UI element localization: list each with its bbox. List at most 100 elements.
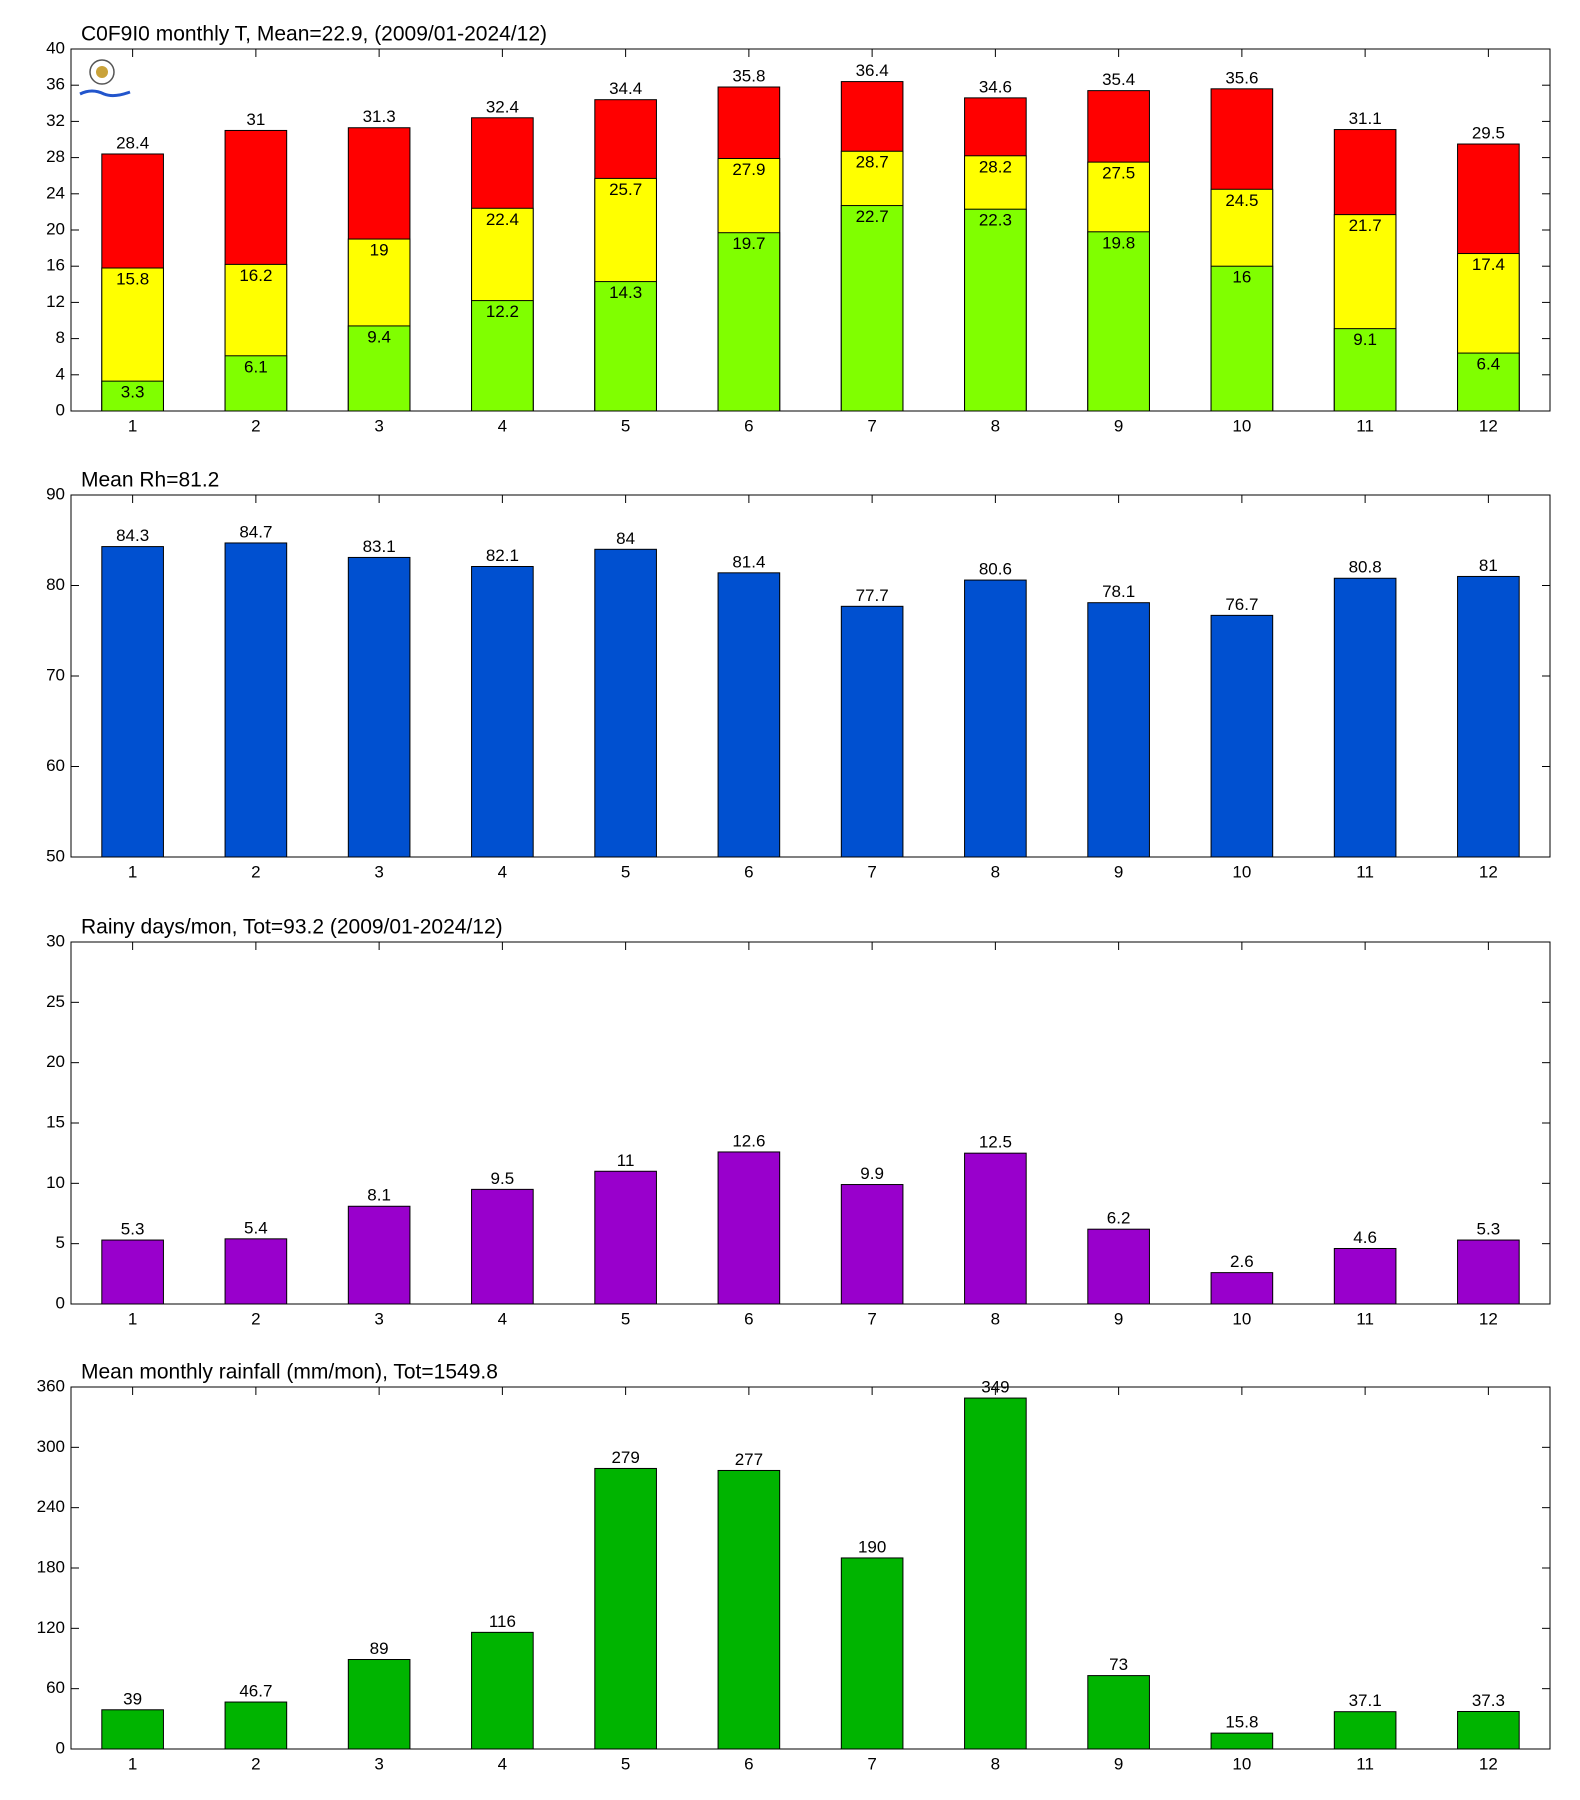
x-tick-label: 7 <box>867 416 876 435</box>
value-label: 24.5 <box>1225 191 1258 210</box>
y-tick-label: 240 <box>37 1497 65 1516</box>
x-tick-label: 3 <box>374 1309 383 1328</box>
y-tick-label: 25 <box>46 992 65 1011</box>
value-label: 73 <box>1109 1655 1128 1674</box>
bar <box>101 1709 164 1750</box>
x-tick-label: 11 <box>1356 416 1374 435</box>
x-tick-label: 3 <box>374 1754 383 1773</box>
bar <box>594 1170 657 1305</box>
bar <box>594 548 657 858</box>
bar <box>1210 265 1274 412</box>
x-tick-label: 11 <box>1356 862 1374 881</box>
value-label: 34.4 <box>609 79 642 98</box>
value-label: 21.7 <box>1349 216 1382 235</box>
bar <box>224 1701 288 1750</box>
value-label: 12.6 <box>732 1131 765 1150</box>
value-label: 39 <box>123 1689 142 1708</box>
value-label: 77.7 <box>856 586 889 605</box>
value-label: 4.6 <box>1353 1228 1377 1247</box>
bar <box>347 1659 411 1750</box>
bar <box>471 1631 534 1750</box>
y-tick-label: 16 <box>46 256 65 275</box>
y-tick-label: 50 <box>46 846 65 865</box>
bar <box>594 1467 657 1750</box>
value-label: 12.2 <box>486 302 519 321</box>
value-label: 32.4 <box>486 97 519 116</box>
plot-frame <box>70 941 1551 1305</box>
value-label: 14.3 <box>609 283 642 302</box>
value-label: 5.4 <box>244 1218 268 1237</box>
value-label: 37.1 <box>1349 1691 1382 1710</box>
x-tick-label: 12 <box>1479 862 1498 881</box>
bar <box>1087 231 1150 412</box>
value-label: 22.3 <box>979 211 1012 230</box>
value-label: 16.2 <box>239 266 272 285</box>
value-label: 22.7 <box>856 207 889 226</box>
x-tick-label: 7 <box>867 1754 876 1773</box>
bar <box>1333 328 1397 412</box>
y-tick-label: 90 <box>46 484 65 503</box>
value-label: 116 <box>489 1612 516 1631</box>
value-label: 81.4 <box>732 552 765 571</box>
value-label: 84.3 <box>116 526 149 545</box>
bar <box>101 1239 164 1305</box>
value-label: 27.9 <box>732 160 765 179</box>
value-label: 22.4 <box>486 210 519 229</box>
value-label: 8.1 <box>367 1186 391 1205</box>
x-tick-label: 9 <box>1114 1754 1123 1773</box>
value-label: 46.7 <box>239 1682 272 1701</box>
value-label: 28.7 <box>856 153 889 172</box>
value-label: 5.3 <box>121 1220 145 1239</box>
y-tick-label: 30 <box>46 931 65 950</box>
y-tick-label: 10 <box>46 1173 65 1192</box>
y-tick-label: 0 <box>56 400 65 419</box>
value-label: 76.7 <box>1225 595 1258 614</box>
bar <box>224 1238 288 1305</box>
y-tick-label: 60 <box>46 1678 65 1697</box>
value-label: 89 <box>370 1639 389 1658</box>
value-label: 27.5 <box>1102 164 1135 183</box>
value-label: 31.1 <box>1349 109 1382 128</box>
y-tick-label: 20 <box>46 219 65 238</box>
y-tick-label: 0 <box>56 1293 65 1312</box>
chart-title: Rainy days/mon, Tot=93.2 (2009/01-2024/1… <box>81 916 503 939</box>
bar <box>347 325 411 412</box>
value-label: 15.8 <box>116 269 149 288</box>
value-label: 19.8 <box>1102 233 1135 252</box>
x-tick-label: 11 <box>1356 1309 1374 1328</box>
y-tick-label: 120 <box>37 1618 65 1637</box>
y-tick-label: 32 <box>46 111 65 130</box>
chart-title: Mean Rh=81.2 <box>81 469 219 492</box>
bar <box>1087 1675 1150 1750</box>
value-label: 19.7 <box>732 234 765 253</box>
x-tick-label: 8 <box>991 862 1000 881</box>
bar <box>1333 1711 1397 1750</box>
x-tick-label: 1 <box>128 416 137 435</box>
x-tick-label: 7 <box>867 862 876 881</box>
bar <box>101 546 164 858</box>
value-label: 82.1 <box>486 546 519 565</box>
x-tick-label: 9 <box>1114 862 1123 881</box>
value-label: 3.3 <box>121 383 145 402</box>
bar <box>1333 1247 1397 1305</box>
x-tick-label: 4 <box>498 862 507 881</box>
bar <box>1087 1228 1150 1305</box>
x-tick-label: 1 <box>128 862 137 881</box>
bar <box>1457 575 1520 858</box>
x-tick-label: 10 <box>1232 416 1251 435</box>
value-label: 9.4 <box>367 327 391 346</box>
x-tick-label: 7 <box>867 1309 876 1328</box>
x-tick-label: 9 <box>1114 1309 1123 1328</box>
value-label: 84.7 <box>239 522 272 541</box>
x-tick-label: 3 <box>374 416 383 435</box>
bar <box>594 281 657 412</box>
value-label: 31.3 <box>363 107 396 126</box>
x-tick-label: 8 <box>991 416 1000 435</box>
value-label: 31 <box>246 110 265 129</box>
value-label: 19 <box>370 241 389 260</box>
y-tick-label: 4 <box>56 364 65 383</box>
bar <box>717 1151 781 1305</box>
value-label: 9.9 <box>860 1164 884 1183</box>
x-tick-label: 1 <box>128 1309 137 1328</box>
